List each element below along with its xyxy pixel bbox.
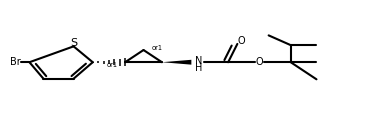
Text: S: S — [70, 38, 77, 48]
Text: N: N — [195, 56, 202, 66]
Text: or1: or1 — [152, 45, 163, 51]
Text: O: O — [256, 57, 263, 67]
Text: Br: Br — [10, 57, 21, 67]
Text: H: H — [195, 63, 202, 73]
Text: or1: or1 — [107, 62, 118, 68]
Text: O: O — [238, 36, 245, 46]
Polygon shape — [162, 60, 191, 65]
